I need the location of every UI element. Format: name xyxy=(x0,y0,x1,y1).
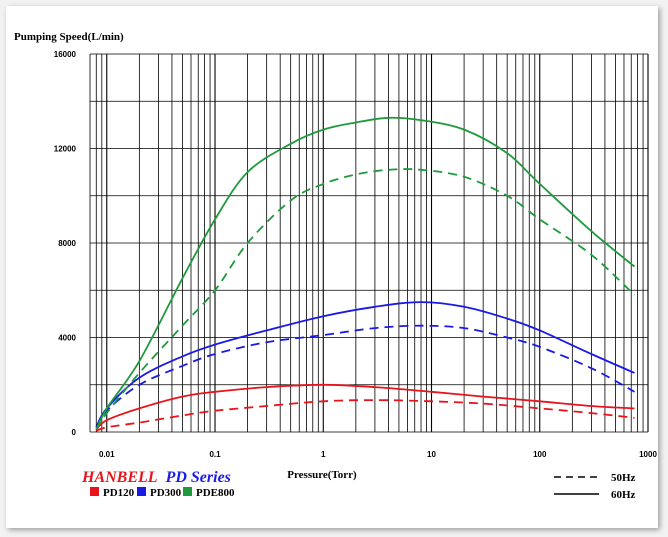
x-axis-label: Pressure(Torr) xyxy=(287,469,357,481)
brand-series: PD Series xyxy=(165,469,231,486)
legend-swatch-pd120 xyxy=(90,487,99,496)
x-tick-label: 1000 xyxy=(639,450,657,459)
series-pde800-50hz xyxy=(95,168,636,431)
series-pde800-60hz xyxy=(95,116,636,430)
legend-label-60hz: 60Hz xyxy=(611,489,636,501)
svg-text:HANBELL PD Series: HANBELL PD Series xyxy=(81,469,231,486)
legend-label-pd120: PD120 xyxy=(103,487,135,499)
legend-label-50hz: 50Hz xyxy=(611,472,636,484)
x-tick-label: 0.1 xyxy=(209,450,221,459)
x-tick-label: 100 xyxy=(533,450,547,459)
series-pd300-60hz xyxy=(95,301,635,428)
series-lines xyxy=(95,116,636,432)
legend-swatch-pd300 xyxy=(137,487,146,496)
x-tick-label: 1 xyxy=(321,450,326,459)
y-axis-label: Pumping Speed(L/min) xyxy=(14,31,124,43)
series-pd120-60hz xyxy=(95,383,635,431)
y-tick-label: 4000 xyxy=(58,334,76,343)
grid xyxy=(89,53,649,433)
frequency-legend: 50Hz 60Hz xyxy=(554,472,636,501)
pumping-speed-chart: 0.01 0.1 1 10 100 1000 0 4000 8000 12000 16000 Pum… xyxy=(14,31,658,501)
y-tick-label: 16000 xyxy=(54,50,77,59)
x-tick-label: 10 xyxy=(427,450,436,459)
legend-label-pde800: PDE800 xyxy=(196,487,235,499)
legend-label-pd300: PD300 xyxy=(150,487,182,499)
model-legend: PD120 PD300 PDE800 xyxy=(90,487,235,499)
axis-ticks: 0.01 0.1 1 10 100 1000 0 4000 8000 12000 16000 xyxy=(54,50,658,459)
x-tick-label: 0.01 xyxy=(99,450,115,459)
brand-name: HANBELL xyxy=(81,469,158,486)
chart-frame: 0.01 0.1 1 10 100 1000 0 4000 8000 12000 16000 Pum… xyxy=(6,6,658,528)
y-tick-label: 0 xyxy=(72,428,77,437)
legend-swatch-pde800 xyxy=(183,487,192,496)
y-tick-label: 12000 xyxy=(54,145,77,154)
brand: HANBELL PD Series xyxy=(81,469,231,486)
series-pd120-50hz xyxy=(95,399,635,432)
series-pd300-50hz xyxy=(95,324,635,428)
y-tick-label: 8000 xyxy=(58,239,76,248)
